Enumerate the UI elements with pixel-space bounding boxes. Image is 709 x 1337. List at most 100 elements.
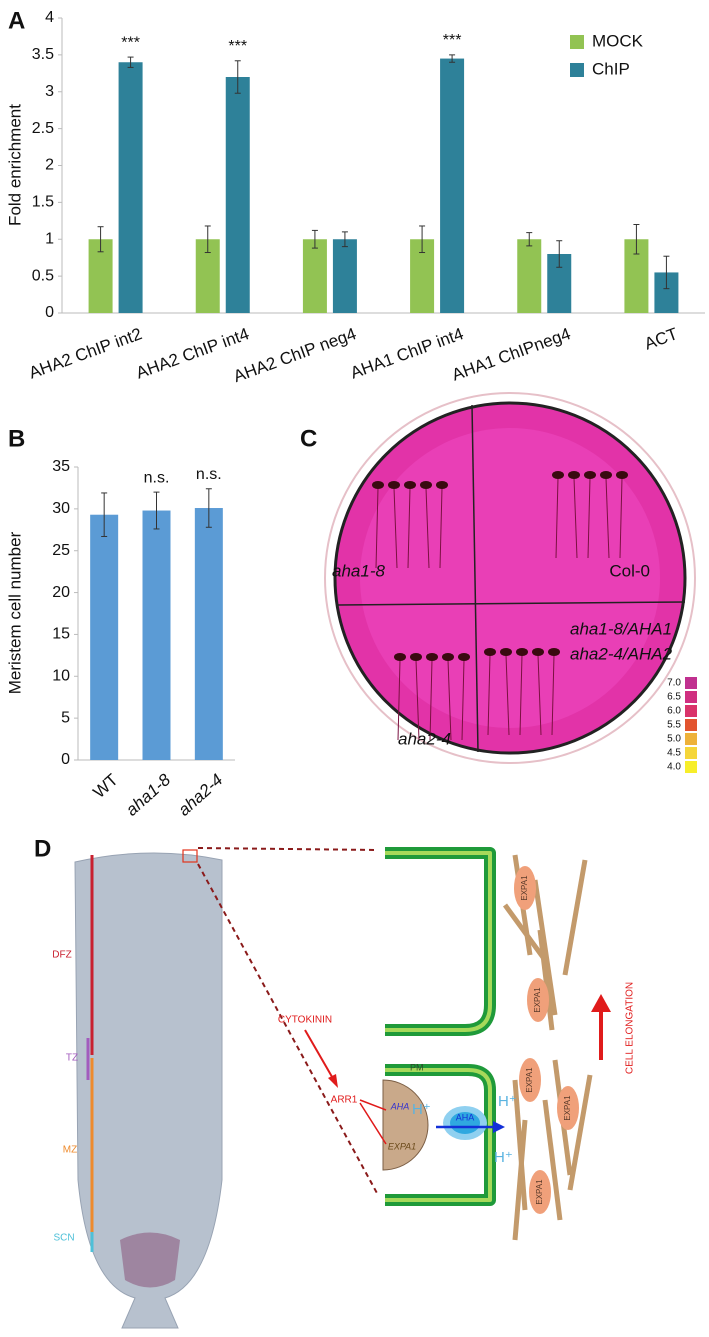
signal-arrow xyxy=(304,1029,336,1083)
zone-label: TZ xyxy=(66,1053,78,1064)
error-bar xyxy=(97,226,104,253)
root-trace xyxy=(439,487,443,569)
fiber xyxy=(562,859,588,976)
error-bar xyxy=(419,225,426,254)
panel-label: D xyxy=(34,835,51,862)
cotyledon xyxy=(410,653,422,661)
fiber xyxy=(537,929,555,1031)
expansin-label: EXPA1 xyxy=(563,1095,572,1121)
y-tick-label: 25 xyxy=(52,542,70,559)
legend-swatch xyxy=(570,63,584,77)
pump xyxy=(450,1112,480,1134)
significance: n.s. xyxy=(196,466,222,483)
genotype-label: aha1-8 xyxy=(332,561,385,580)
zoom-line xyxy=(197,847,379,851)
error-bar xyxy=(633,224,640,255)
ph-swatch xyxy=(685,691,697,703)
error-bar xyxy=(205,488,212,528)
plate-photo xyxy=(324,392,696,764)
ph-swatch xyxy=(685,733,697,745)
root-trace xyxy=(605,477,610,559)
x-tick-label: WT xyxy=(89,770,121,802)
zone-label: DFZ xyxy=(52,950,71,961)
y-tick-label: 3.5 xyxy=(32,46,54,63)
gene: AHA xyxy=(390,1101,410,1111)
error-bar xyxy=(663,255,670,290)
y-tick-label: 0 xyxy=(45,304,54,321)
root-trace xyxy=(619,477,623,559)
cotyledon xyxy=(372,481,384,489)
root-trace xyxy=(505,654,510,736)
cotyledon xyxy=(532,648,544,656)
y-tick-label: 1.5 xyxy=(32,194,54,211)
gene: EXPA1 xyxy=(388,1141,416,1151)
root-trace xyxy=(519,654,523,736)
ph-label: 6.0 xyxy=(667,706,681,717)
cotyledon xyxy=(388,481,400,489)
ph-swatch xyxy=(685,677,697,689)
root-trace xyxy=(555,477,559,559)
cotyledon xyxy=(616,471,628,479)
error-bar xyxy=(341,231,348,248)
cotyledon xyxy=(568,471,580,479)
x-tick-label: aha2-4 xyxy=(174,770,226,820)
y-tick-label: 20 xyxy=(52,584,70,601)
legend-label: MOCK xyxy=(592,31,644,50)
panel-label: C xyxy=(300,425,317,452)
legend-swatch xyxy=(570,35,584,49)
root-stain xyxy=(120,1232,180,1288)
y-tick-label: 0.5 xyxy=(32,267,54,284)
y-tick-label: 15 xyxy=(52,626,70,643)
fiber xyxy=(512,1119,528,1241)
error-bar xyxy=(449,54,456,63)
ion: H⁺ xyxy=(412,1101,431,1118)
root-trace xyxy=(587,477,591,559)
y-tick-label: 2 xyxy=(45,157,54,174)
x-tick-label: AHA1 ChIPneg4 xyxy=(449,324,573,385)
arrowhead xyxy=(328,1074,338,1088)
signal-arrow xyxy=(359,1099,387,1145)
root-trace xyxy=(573,477,578,559)
x-tick-label: AHA2 ChIP int2 xyxy=(26,324,144,382)
ph-label: 4.5 xyxy=(667,748,681,759)
expansin xyxy=(519,1058,541,1102)
cotyledon xyxy=(420,481,432,489)
zoom-line xyxy=(197,863,379,1196)
expansin xyxy=(514,866,536,910)
regulator: ARR1 xyxy=(331,1095,358,1106)
membrane-label: PM xyxy=(410,1062,424,1072)
ph-label: 7.0 xyxy=(667,678,681,689)
panel-label: A xyxy=(8,7,25,34)
y-tick-label: 2.5 xyxy=(32,120,54,137)
expansin-label: EXPA1 xyxy=(535,1179,544,1205)
root-trace xyxy=(461,659,465,741)
ph-label: 6.5 xyxy=(667,692,681,703)
cotyledon xyxy=(426,653,438,661)
y-tick-label: 10 xyxy=(52,668,70,685)
zoom-box xyxy=(182,849,198,863)
y-tick-label: 4 xyxy=(45,9,54,26)
significance: *** xyxy=(228,38,247,55)
root-trace xyxy=(425,487,430,569)
root-trace xyxy=(375,487,379,569)
fiber xyxy=(532,879,558,1016)
error-bar xyxy=(311,229,318,249)
root-trace xyxy=(393,487,398,569)
ph-swatch xyxy=(685,719,697,731)
root-trace xyxy=(447,659,452,741)
expansin-label: EXPA1 xyxy=(533,987,542,1013)
significance: n.s. xyxy=(144,469,170,486)
ion: H⁺ xyxy=(494,1149,513,1166)
ph-label: 5.5 xyxy=(667,720,681,731)
arrowhead xyxy=(591,994,611,1012)
x-tick-label: aha1-8 xyxy=(122,770,174,820)
zone-label: SCN xyxy=(53,1233,74,1244)
x-tick-label: ACT xyxy=(642,324,680,353)
error-bar xyxy=(127,56,134,68)
significance: *** xyxy=(443,32,462,49)
cell-wall-fibers xyxy=(502,854,593,1241)
ph-swatch xyxy=(685,747,697,759)
x-tick-label: AHA2 ChIP neg4 xyxy=(231,324,359,386)
root-image xyxy=(74,852,223,1329)
cotyledon xyxy=(436,481,448,489)
